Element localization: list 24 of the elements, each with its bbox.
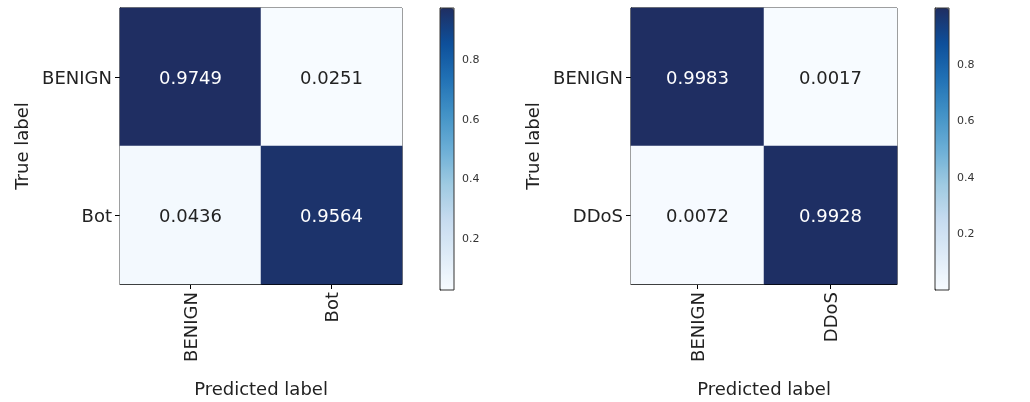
data-label: 0.0072 (666, 204, 729, 226)
y-axis-title: True label (521, 102, 543, 191)
x-tick-label: DDoS (820, 292, 841, 343)
color-bar-label: 0.6 (957, 114, 975, 128)
data-label: 0.9749 (159, 66, 222, 88)
x-tick-label: BENIGN (687, 292, 708, 362)
x-axis-title: Predicted label (194, 377, 328, 399)
data-label: 0.0017 (799, 66, 862, 88)
x-tick-label: BENIGN (180, 292, 201, 362)
x-axis-title: Predicted label (697, 377, 831, 399)
y-axis-title: True label (10, 102, 32, 191)
data-label: 0.9983 (666, 66, 729, 88)
data-label: 0.9564 (300, 204, 363, 226)
data-label: 0.9928 (799, 204, 862, 226)
data-label: 0.0251 (300, 66, 363, 88)
color-bar-label: 0.4 (462, 172, 480, 186)
color-bar-label: 0.8 (957, 57, 975, 71)
color-bar-label: 0.6 (462, 112, 480, 126)
x-tick-label: Bot (321, 292, 342, 323)
data-label: 0.0436 (159, 204, 222, 226)
color-bar-label: 0.8 (462, 53, 480, 67)
color-bar-label: 0.4 (957, 170, 975, 184)
color-bar-label: 0.2 (462, 231, 480, 245)
color-bar-label: 0.2 (957, 227, 975, 241)
